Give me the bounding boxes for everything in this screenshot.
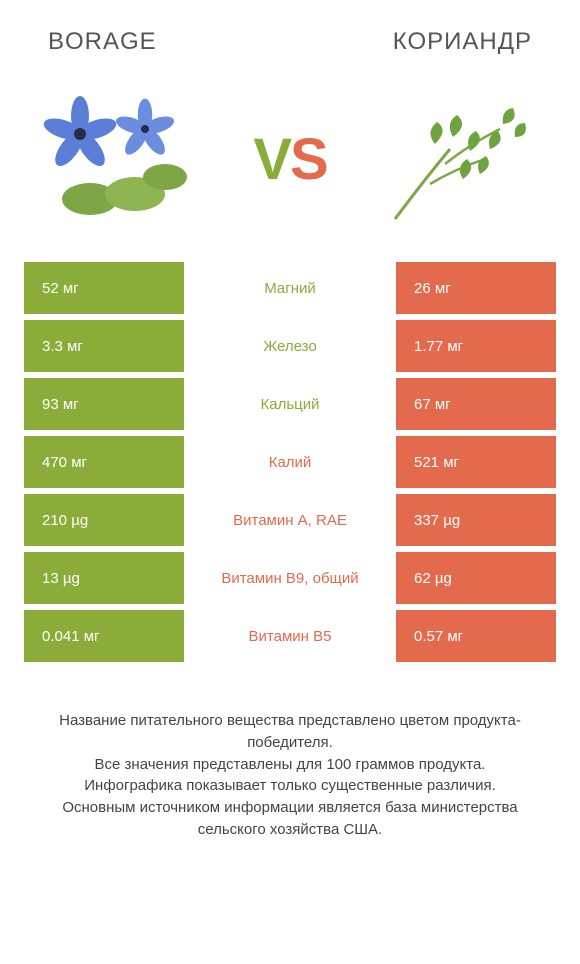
footer-line3: Инфографика показывает только существенн… [30,775,550,797]
nutrient-label: Витамин A, RAE [184,494,396,546]
value-left: 13 µg [24,552,184,604]
footer-line1: Название питательного вещества представл… [30,710,550,754]
table-row: 0.041 мгВитамин B50.57 мг [24,610,556,662]
title-left: BORAGE [48,28,157,56]
value-left: 470 мг [24,436,184,488]
value-right: 26 мг [396,262,556,314]
footer-line4: Основным источником информации является … [30,797,550,841]
nutrient-label: Калий [184,436,396,488]
header: BORAGE КОРИАНДР [0,0,580,66]
table-row: 470 мгКалий521 мг [24,436,556,488]
value-right: 0.57 мг [396,610,556,662]
footer-notes: Название питательного вещества представл… [0,668,580,841]
table-row: 210 µgВитамин A, RAE337 µg [24,494,556,546]
value-left: 210 µg [24,494,184,546]
borage-illustration [30,84,210,234]
nutrient-label: Кальций [184,378,396,430]
comparison-table: 52 мгМагний26 мг 3.3 мгЖелезо1.77 мг 93 мг… [0,262,580,662]
vs-s: S [290,127,327,192]
nutrient-label: Магний [184,262,396,314]
value-right: 62 µg [396,552,556,604]
value-left: 52 мг [24,262,184,314]
coriander-icon [375,89,545,229]
table-row: 93 мгКальций67 мг [24,378,556,430]
value-left: 0.041 мг [24,610,184,662]
table-row: 13 µgВитамин B9, общий62 µg [24,552,556,604]
value-right: 67 мг [396,378,556,430]
vs-label: VS [253,126,326,193]
nutrient-label: Витамин B5 [184,610,396,662]
nutrient-label: Железо [184,320,396,372]
vs-v: V [253,127,290,192]
nutrient-label: Витамин B9, общий [184,552,396,604]
table-row: 3.3 мгЖелезо1.77 мг [24,320,556,372]
title-right: КОРИАНДР [393,28,532,56]
value-right: 521 мг [396,436,556,488]
value-right: 1.77 мг [396,320,556,372]
value-right: 337 µg [396,494,556,546]
value-left: 3.3 мг [24,320,184,372]
value-left: 93 мг [24,378,184,430]
table-row: 52 мгМагний26 мг [24,262,556,314]
coriander-illustration [370,84,550,234]
vs-row: VS [0,66,580,262]
borage-icon [35,89,205,229]
footer-line2: Все значения представлены для 100 граммо… [30,754,550,776]
